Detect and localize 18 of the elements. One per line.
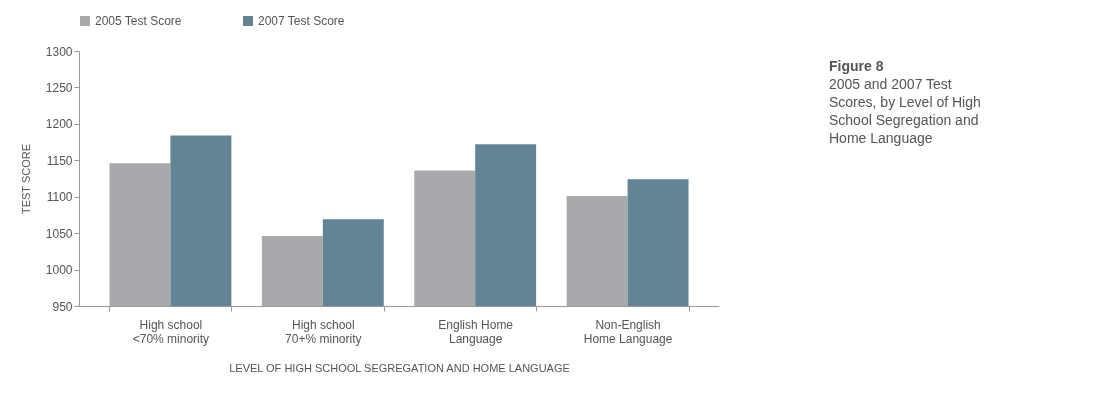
legend-label: 2007 Test Score: [258, 14, 345, 28]
y-tick-label: 1150: [46, 153, 73, 168]
x-axis-title: LEVEL OF HIGH SCHOOL SEGREGATION AND HOME LANGUAGE: [229, 361, 570, 374]
text: Figure 8: [829, 58, 884, 74]
x-tick-label: High school 70+% minority: [285, 317, 362, 346]
x-tick-label: English Home Language: [438, 317, 514, 346]
y-tick-label: 950: [52, 299, 73, 314]
y-tick-label: 1300: [45, 44, 73, 59]
y-tick-label: 1100: [46, 190, 73, 205]
y-tick-label: 1250: [45, 80, 73, 95]
legend-label: 2005 Test Score: [95, 14, 182, 28]
y-tick-label: 1050: [45, 226, 73, 241]
y-tick-label: 1000: [45, 263, 73, 278]
y-tick-label: 1200: [45, 117, 73, 132]
x-tick-label: Non-English Home Language: [583, 317, 673, 346]
text: 2005 and 2007 Test Scores, by Level of High School Segregation and Home Language: [829, 76, 981, 146]
y-axis-title: TEST SCORE: [19, 143, 32, 215]
x-tick-label: High school <70% minority: [132, 317, 210, 346]
